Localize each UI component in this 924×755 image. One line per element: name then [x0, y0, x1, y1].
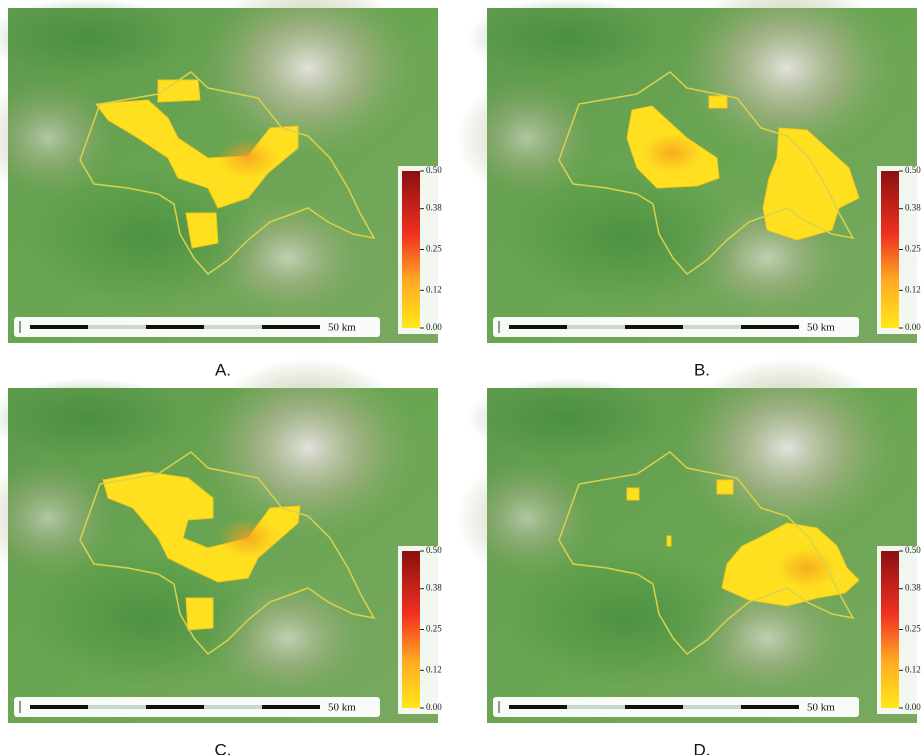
lowland	[467, 378, 667, 458]
scale-segment	[625, 325, 683, 329]
scale-segment	[262, 705, 320, 709]
scale-segment	[683, 705, 741, 709]
colorbar-label: 0.50	[426, 545, 442, 555]
probability-peak	[218, 518, 278, 558]
panel-label: C.	[215, 740, 232, 755]
scale-segment	[625, 705, 683, 709]
scale-segment	[204, 325, 262, 329]
panel-label: A.	[215, 360, 231, 379]
colorbar	[881, 171, 899, 328]
scale-label: 50 km	[328, 322, 356, 334]
probability-area	[186, 213, 218, 248]
colorbar-label: 0.38	[905, 203, 921, 213]
colorbar-label: 0.00	[426, 702, 442, 712]
scale-segment	[741, 705, 799, 709]
figure: 0.500.380.250.120.0050 kmA.0.500.380.250…	[0, 0, 924, 755]
scale-segment	[567, 325, 625, 329]
colorbar-label: 0.38	[426, 583, 442, 593]
probability-area	[186, 598, 213, 630]
scale-segment	[30, 325, 88, 329]
scale-segment	[30, 705, 88, 709]
scale-label: 50 km	[328, 702, 356, 714]
colorbar-label: 0.12	[426, 664, 442, 674]
colorbar-label: 0.12	[905, 284, 921, 294]
lowland	[507, 548, 747, 688]
scale-segment	[509, 325, 567, 329]
probability-area	[717, 480, 733, 494]
colorbar-label: 0.25	[426, 624, 442, 634]
colorbar	[402, 171, 420, 328]
scale-label: 50 km	[807, 322, 835, 334]
colorbar-label: 0.50	[426, 165, 442, 175]
panel-label: B.	[694, 360, 710, 379]
scale-segment	[262, 325, 320, 329]
map-panel: 0.50 0.38 0.25 0.12 0.00 50 km	[0, 358, 444, 723]
probability-peak	[642, 133, 702, 173]
colorbar-label: 0.25	[905, 244, 921, 254]
lowland	[467, 0, 667, 78]
scale-segment	[741, 325, 799, 329]
scale-label: 50 km	[807, 702, 835, 714]
colorbar-label: 0.25	[905, 624, 921, 634]
lowland	[507, 168, 747, 308]
colorbar	[402, 551, 420, 708]
mountains	[198, 358, 418, 538]
map-panel: 0.50 0.38 0.25 0.12 0.00 50 km	[0, 0, 444, 343]
map-panel: 0.50 0.38 0.25 0.12 0.00 50 km	[457, 0, 923, 343]
probability-peak	[218, 138, 278, 178]
colorbar-label: 0.12	[426, 284, 442, 294]
scale-segment	[204, 705, 262, 709]
colorbar-label: 0.00	[905, 702, 921, 712]
probability-area	[158, 80, 200, 102]
colorbar-label: 0.12	[905, 664, 921, 674]
mountains	[677, 358, 897, 538]
colorbar-label: 0.25	[426, 244, 442, 254]
probability-peak	[777, 548, 837, 588]
scale-segment	[683, 325, 741, 329]
scale-segment	[567, 705, 625, 709]
probability-area	[667, 536, 671, 546]
colorbar-label: 0.38	[426, 203, 442, 213]
colorbar-label: 0.50	[905, 165, 921, 175]
scale-segment	[509, 705, 567, 709]
colorbar-label: 0.00	[905, 322, 921, 332]
colorbar-label: 0.38	[905, 583, 921, 593]
scale-segment	[146, 325, 204, 329]
map-panel: 0.50 0.38 0.25 0.12 0.00 50 km	[457, 358, 923, 723]
scale-segment	[146, 705, 204, 709]
scale-segment	[88, 705, 146, 709]
colorbar	[881, 551, 899, 708]
panel-label: D.	[694, 740, 711, 755]
probability-area	[709, 96, 727, 108]
colorbar-label: 0.00	[426, 322, 442, 332]
scale-segment	[88, 325, 146, 329]
probability-area	[627, 488, 639, 500]
colorbar-label: 0.50	[905, 545, 921, 555]
